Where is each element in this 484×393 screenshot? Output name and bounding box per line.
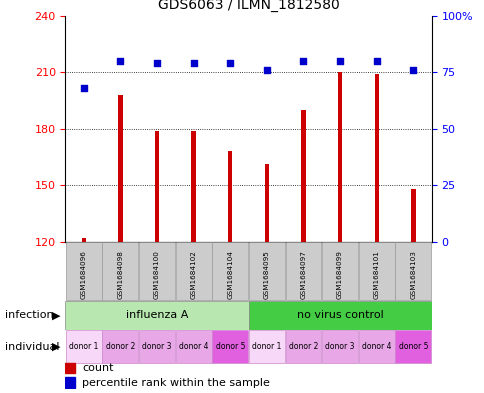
Text: GSM1684102: GSM1684102 <box>190 251 196 299</box>
Point <box>189 60 197 66</box>
Point <box>153 60 161 66</box>
Text: infection: infection <box>5 310 53 320</box>
Point <box>372 58 380 64</box>
Text: donor 4: donor 4 <box>179 342 208 351</box>
Text: GSM1684095: GSM1684095 <box>263 251 269 299</box>
Bar <box>358 331 394 363</box>
Bar <box>285 242 321 300</box>
Text: influenza A: influenza A <box>125 310 188 320</box>
Point <box>299 58 307 64</box>
Text: no virus control: no virus control <box>296 310 383 320</box>
Point <box>335 58 343 64</box>
Text: GSM1684096: GSM1684096 <box>81 251 87 299</box>
Bar <box>410 189 415 242</box>
Text: GSM1684099: GSM1684099 <box>336 251 342 299</box>
Text: donor 5: donor 5 <box>215 342 244 351</box>
Text: GSM1684097: GSM1684097 <box>300 251 306 299</box>
Bar <box>154 130 159 242</box>
Text: donor 5: donor 5 <box>398 342 427 351</box>
Bar <box>248 331 284 363</box>
Text: percentile rank within the sample: percentile rank within the sample <box>82 378 269 387</box>
Text: count: count <box>82 363 113 373</box>
Bar <box>321 242 357 300</box>
Bar <box>118 95 122 242</box>
Text: GSM1684103: GSM1684103 <box>409 251 415 299</box>
Bar <box>139 331 175 363</box>
Bar <box>264 165 269 242</box>
Bar <box>81 238 86 242</box>
Bar <box>175 331 211 363</box>
Bar <box>65 362 75 373</box>
Point <box>226 60 234 66</box>
Bar <box>227 151 232 242</box>
Bar <box>102 242 138 300</box>
Bar <box>66 242 102 300</box>
Bar <box>248 242 284 300</box>
Text: donor 2: donor 2 <box>106 342 135 351</box>
Bar <box>191 130 196 242</box>
Bar <box>65 301 248 330</box>
Text: GSM1684100: GSM1684100 <box>154 251 160 299</box>
Text: donor 1: donor 1 <box>252 342 281 351</box>
Bar <box>394 331 430 363</box>
Bar <box>374 74 378 242</box>
Text: ▶: ▶ <box>51 310 60 320</box>
Bar <box>212 331 248 363</box>
Point <box>80 85 88 91</box>
Point <box>262 67 270 73</box>
Text: GSM1684101: GSM1684101 <box>373 251 379 299</box>
Bar <box>66 331 102 363</box>
Point <box>116 58 124 64</box>
Bar <box>212 242 248 300</box>
Text: donor 1: donor 1 <box>69 342 98 351</box>
Bar <box>394 242 430 300</box>
Text: individual: individual <box>5 342 59 352</box>
Text: donor 3: donor 3 <box>325 342 354 351</box>
Bar <box>102 331 138 363</box>
Bar <box>301 110 305 242</box>
Text: donor 2: donor 2 <box>288 342 318 351</box>
Bar <box>285 331 321 363</box>
Bar <box>358 242 394 300</box>
Bar <box>321 331 357 363</box>
Title: GDS6063 / ILMN_1812580: GDS6063 / ILMN_1812580 <box>157 0 339 12</box>
Bar <box>337 72 342 242</box>
Text: ▶: ▶ <box>51 342 60 352</box>
Bar <box>248 301 431 330</box>
Bar <box>65 377 75 387</box>
Bar <box>175 242 211 300</box>
Bar <box>139 242 175 300</box>
Text: donor 3: donor 3 <box>142 342 171 351</box>
Text: GSM1684104: GSM1684104 <box>227 251 233 299</box>
Point <box>408 67 416 73</box>
Text: donor 4: donor 4 <box>361 342 391 351</box>
Text: GSM1684098: GSM1684098 <box>117 251 123 299</box>
